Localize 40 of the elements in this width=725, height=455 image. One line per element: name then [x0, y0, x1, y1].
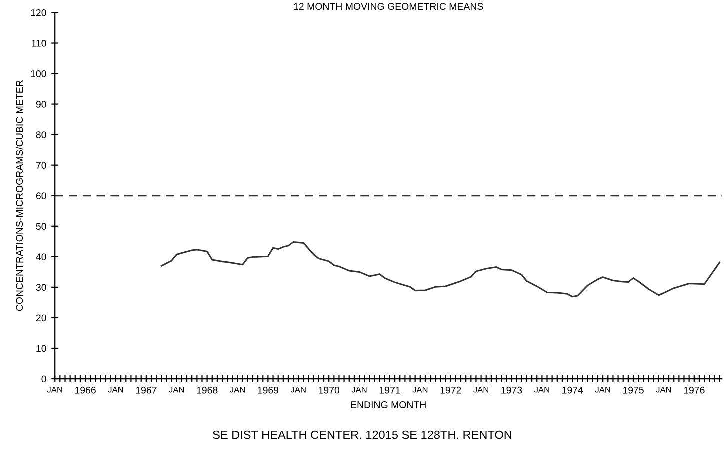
line-series — [160, 242, 721, 298]
y-tick-label: 20 — [36, 314, 46, 322]
y-tick-label: 10 — [36, 345, 46, 352]
x-tick-label: JAN — [595, 386, 610, 393]
x-tick-label: JAN — [108, 386, 124, 393]
x-tick-label: JAN — [169, 386, 184, 393]
y-tick-label: 110 — [32, 40, 46, 47]
x-tick-label: 1968 — [197, 386, 218, 394]
y-tick-label: 80 — [36, 132, 46, 138]
x-tick-label: 1969 — [258, 386, 279, 394]
x-tick-label: JAN — [47, 386, 62, 393]
y-tick-label: 40 — [36, 254, 46, 261]
x-tick-label: JAN — [534, 386, 550, 393]
y-tick-label: 30 — [36, 284, 46, 292]
x-tick-label: JAN — [290, 386, 306, 393]
x-tick-label: JAN — [230, 386, 245, 393]
x-tick-label: 1967 — [136, 386, 157, 394]
x-tick-label: 1976 — [684, 386, 705, 394]
y-tick-label: 50 — [36, 223, 46, 230]
y-tick-label: 60 — [36, 192, 46, 200]
y-axis-title: CONCENTRATIONS-MICROGRAMS/CUBIC METER — [16, 80, 24, 312]
x-tick-label: 1971 — [380, 386, 400, 394]
x-axis-title: ENDING MONTH — [351, 402, 426, 408]
x-tick-label: 1970 — [319, 386, 340, 394]
text: SE DIST HEALTH CENTER. 12015 SE 128TH. RENTON — [213, 430, 512, 440]
x-tick-label: 1966 — [75, 386, 96, 394]
y-tick-label: 120 — [31, 9, 46, 16]
x-tick-label: 1975 — [623, 386, 644, 394]
y-tick-label: 100 — [31, 70, 46, 78]
x-tick-label: JAN — [352, 386, 367, 393]
y-tick-label: 70 — [36, 162, 46, 169]
chart-title: 12 MONTH MOVING GEOMETRIC MEANS — [294, 3, 484, 10]
y-tick-label: 90 — [36, 101, 46, 108]
x-tick-label: 1972 — [440, 386, 462, 394]
x-tick-label: 1974 — [562, 386, 584, 394]
y-tick-label: 0 — [42, 376, 46, 383]
x-tick-label: JAN — [474, 386, 488, 393]
x-tick-label: JAN — [412, 386, 428, 393]
x-tick-label: 1973 — [502, 386, 522, 394]
x-tick-label: JAN — [656, 386, 672, 393]
